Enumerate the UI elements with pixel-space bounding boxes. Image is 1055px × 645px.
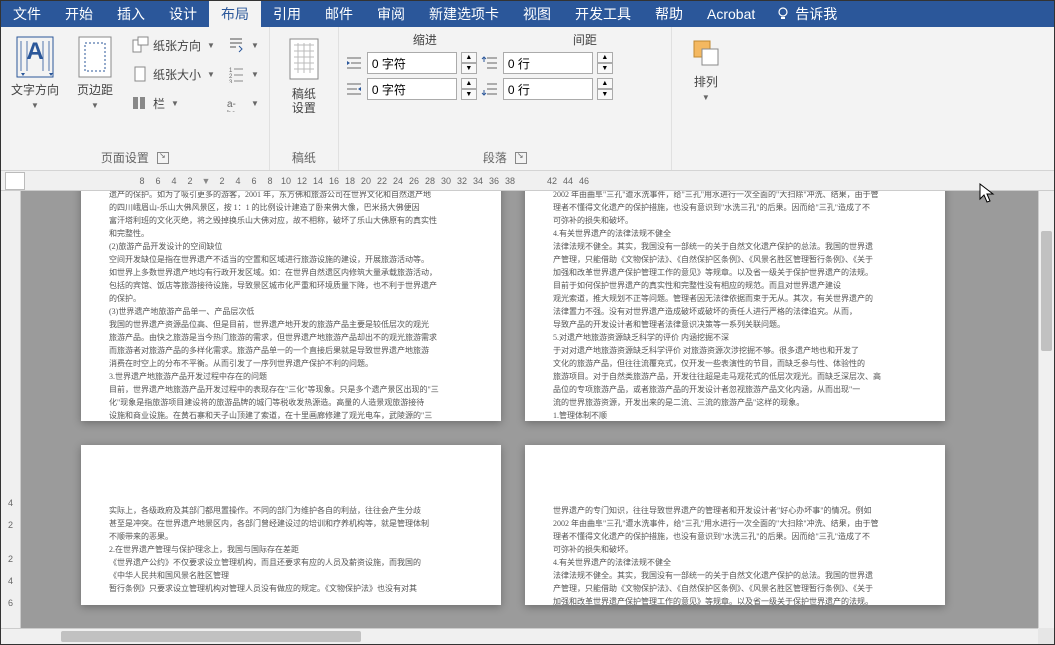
breaks-button[interactable]: ▼ <box>223 31 263 59</box>
spacing-header: 间距 <box>505 31 665 48</box>
text-direction-button[interactable]: A 文字方向 ▼ <box>7 31 63 114</box>
group-arrange: 排列 ▼ <box>672 27 740 170</box>
hyphenation-icon: a-bc <box>227 94 245 112</box>
indent-left-field: ▲▼ <box>345 52 477 74</box>
tab-file[interactable]: 文件 <box>1 1 53 27</box>
tab-developer[interactable]: 开发工具 <box>563 1 643 27</box>
page-3[interactable]: 实际上，各级政府及其部门都甩置操作。不同的部门为维护各自的利益，往往会产生分歧甚… <box>81 445 501 605</box>
page-2[interactable]: 2002 年由曲阜"三孔"遭水洗事件，给"三孔"用水进行一次全面的"大扫除"冲洗… <box>525 191 945 421</box>
menubar: 文件 开始 插入 设计 布局 引用 邮件 审阅 新建选项卡 视图 开发工具 帮助… <box>1 1 1054 27</box>
paragraph-dialog-launcher[interactable] <box>515 152 527 164</box>
text-direction-icon: A <box>15 35 55 79</box>
group-label-paragraph: 段落 <box>483 149 507 166</box>
ruler-corner <box>5 172 25 190</box>
ribbon: A 文字方向 ▼ 页边距 ▼ 纸张方向▼ 纸张大小▼ <box>1 27 1054 171</box>
scrollbar-thumb[interactable] <box>1041 231 1052 351</box>
document-area: 42246 遗产的保护。如为了吸引更多的游客，2001 年，东方佛和旅游公司在世… <box>1 191 1038 628</box>
spin-down[interactable]: ▼ <box>597 63 613 74</box>
spin-up[interactable]: ▲ <box>597 78 613 89</box>
breaks-icon <box>227 36 245 54</box>
manuscript-settings-button[interactable]: 稿纸 设置 <box>276 31 332 120</box>
spacing-after-input[interactable] <box>503 78 593 100</box>
group-label-manuscript: 稿纸 <box>292 149 316 166</box>
vertical-ruler[interactable]: 42246 <box>1 191 21 628</box>
dropdown-arrow-icon: ▼ <box>91 101 99 110</box>
orientation-icon <box>131 36 149 54</box>
tab-insert[interactable]: 插入 <box>105 1 157 27</box>
scrollbar-thumb[interactable] <box>61 631 361 642</box>
orientation-button[interactable]: 纸张方向▼ <box>127 31 219 59</box>
indent-header: 缩进 <box>345 31 505 48</box>
tab-review[interactable]: 审阅 <box>365 1 417 27</box>
tab-acrobat[interactable]: Acrobat <box>695 1 767 27</box>
line-numbers-icon: 123 <box>227 65 245 83</box>
horizontal-ruler[interactable]: 8642▼24681012141618202224262830323436384… <box>1 171 1054 191</box>
tab-mailings[interactable]: 邮件 <box>313 1 365 27</box>
group-label-page-setup: 页面设置 <box>101 149 149 166</box>
tell-me-search[interactable]: 告诉我 <box>775 1 837 27</box>
columns-icon <box>131 94 149 112</box>
line-numbers-button[interactable]: 123 ▼ <box>223 60 263 88</box>
tab-view[interactable]: 视图 <box>511 1 563 27</box>
hyphenation-button[interactable]: a-bc ▼ <box>223 89 263 117</box>
svg-text:bc: bc <box>227 109 235 112</box>
indent-left-input[interactable] <box>367 52 457 74</box>
spacing-after-icon <box>481 82 499 96</box>
tab-references[interactable]: 引用 <box>261 1 313 27</box>
horizontal-scrollbar[interactable] <box>1 628 1038 644</box>
arrange-icon <box>688 35 724 71</box>
vertical-scrollbar[interactable] <box>1038 191 1054 628</box>
page-4[interactable]: 世界遗产的专门知识，往往导致世界遗产的管理者和开发设计者"好心办坏事"的情况。例… <box>525 445 945 605</box>
size-icon <box>131 65 149 83</box>
spacing-before-field: ▲▼ <box>481 52 613 74</box>
lightbulb-icon <box>775 6 791 22</box>
columns-button[interactable]: 栏▼ <box>127 89 219 117</box>
manuscript-icon <box>284 35 324 83</box>
indent-right-input[interactable] <box>367 78 457 100</box>
page-setup-dialog-launcher[interactable] <box>157 152 169 164</box>
group-paragraph: 缩进 间距 ▲▼ ▲▼ <box>339 27 672 170</box>
svg-text:A: A <box>26 38 43 65</box>
spacing-before-input[interactable] <box>503 52 593 74</box>
spin-up[interactable]: ▲ <box>461 78 477 89</box>
spacing-after-field: ▲▼ <box>481 78 613 100</box>
tab-layout[interactable]: 布局 <box>209 1 261 27</box>
dropdown-arrow-icon: ▼ <box>31 101 39 110</box>
svg-text:3: 3 <box>229 80 233 83</box>
tab-design[interactable]: 设计 <box>157 1 209 27</box>
page-1[interactable]: 遗产的保护。如为了吸引更多的游客，2001 年，东方佛和旅游公司在世界文化和自然… <box>81 191 501 421</box>
group-manuscript: 稿纸 设置 稿纸 <box>270 27 339 170</box>
tab-new[interactable]: 新建选项卡 <box>417 1 511 27</box>
arrange-button[interactable]: 排列 ▼ <box>678 31 734 106</box>
spin-up[interactable]: ▲ <box>461 52 477 63</box>
margins-button[interactable]: 页边距 ▼ <box>67 31 123 114</box>
tab-home[interactable]: 开始 <box>53 1 105 27</box>
spin-up[interactable]: ▲ <box>597 52 613 63</box>
indent-right-field: ▲▼ <box>345 78 477 100</box>
margins-icon <box>75 35 115 79</box>
group-page-setup: A 文字方向 ▼ 页边距 ▼ 纸张方向▼ 纸张大小▼ <box>1 27 270 170</box>
spin-down[interactable]: ▼ <box>461 63 477 74</box>
indent-left-icon <box>345 56 363 70</box>
tab-help[interactable]: 帮助 <box>643 1 695 27</box>
spin-down[interactable]: ▼ <box>461 89 477 100</box>
indent-right-icon <box>345 82 363 96</box>
dropdown-arrow-icon: ▼ <box>702 93 710 102</box>
size-button[interactable]: 纸张大小▼ <box>127 60 219 88</box>
ruler-numbers: 8642▼24681012141618202224262830323436384… <box>135 176 591 186</box>
spin-down[interactable]: ▼ <box>597 89 613 100</box>
spacing-before-icon <box>481 56 499 70</box>
